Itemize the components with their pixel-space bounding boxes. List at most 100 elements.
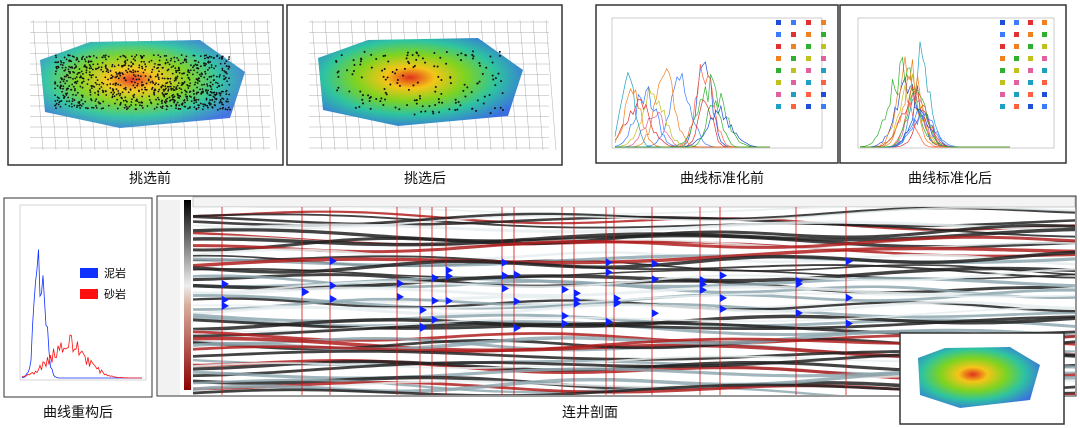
legend-swatch: [1028, 80, 1033, 85]
well-dot: [84, 106, 87, 109]
well-dot: [485, 66, 488, 69]
legend-swatch: [1028, 92, 1033, 97]
well-dot: [63, 75, 66, 78]
well-marker: [606, 258, 613, 267]
well-dot: [501, 108, 504, 111]
well-dot: [74, 77, 77, 80]
well-dot: [142, 54, 145, 57]
well-dot: [56, 96, 59, 99]
well-dot: [178, 71, 181, 74]
well-dot: [54, 54, 57, 57]
well-dot: [99, 102, 102, 105]
well-dot: [190, 100, 193, 103]
well-dot: [218, 85, 221, 88]
well-dot: [212, 74, 215, 77]
well-dot: [359, 60, 362, 63]
well-dot: [155, 82, 157, 84]
well-dot: [433, 52, 436, 55]
well-dot: [126, 100, 128, 103]
well-dot: [173, 79, 176, 82]
well-dot: [166, 105, 169, 108]
well-dot: [88, 71, 91, 74]
well-dot: [107, 71, 110, 74]
well-dot: [188, 95, 191, 98]
well-dot: [197, 91, 200, 94]
well-dot: [100, 107, 103, 110]
well-dot: [416, 81, 419, 84]
well-dot: [115, 71, 117, 74]
legend-swatch: [1014, 68, 1019, 73]
well-dot: [157, 76, 160, 79]
well-dot: [163, 90, 165, 92]
well-dot: [166, 92, 168, 95]
well-dot: [136, 100, 139, 103]
well-dot: [173, 85, 175, 88]
legend-swatch: [1014, 104, 1019, 109]
well-dot: [142, 71, 145, 74]
well-dot: [160, 100, 163, 103]
well-dot: [184, 93, 187, 96]
well-dot: [398, 108, 401, 111]
well-dot: [149, 101, 152, 104]
well-dot: [381, 69, 384, 72]
well-dot: [56, 99, 59, 102]
well-dot: [226, 98, 229, 101]
histogram-before: [595, 4, 839, 164]
well-dot: [92, 63, 95, 66]
well-dot: [206, 85, 209, 87]
well-dot: [184, 58, 186, 61]
well-dot: [221, 69, 224, 72]
well-dot: [375, 98, 378, 101]
well-dot: [176, 77, 178, 80]
well-dot: [460, 52, 463, 55]
well-dot: [134, 55, 136, 58]
well-dot: [193, 64, 195, 67]
well-dot: [74, 63, 76, 66]
well-dot: [353, 63, 356, 66]
well-dot: [73, 67, 76, 70]
well-dot: [335, 60, 338, 63]
well-dot: [76, 104, 79, 107]
well-dot: [130, 61, 133, 64]
well-dot: [119, 84, 122, 87]
well-dot: [413, 113, 416, 116]
well-dot: [470, 91, 473, 94]
well-dot: [150, 71, 153, 73]
well-dot: [88, 73, 91, 76]
well-dot: [135, 78, 138, 81]
well-dot: [391, 70, 394, 73]
well-dot: [86, 83, 89, 86]
well-dot: [100, 66, 103, 69]
well-dot: [83, 58, 86, 61]
well-dot: [384, 78, 387, 81]
legend-swatch: [791, 80, 796, 85]
well-dot: [185, 61, 188, 63]
well-marker: [222, 295, 229, 304]
well-dot: [199, 88, 201, 91]
well-dot: [169, 85, 172, 88]
well-dot: [196, 71, 199, 74]
well-dot: [500, 80, 503, 83]
well-dot: [183, 105, 186, 108]
well-dot: [205, 90, 207, 92]
well-dot: [76, 106, 78, 109]
well-dot: [210, 64, 213, 66]
well-dot: [82, 73, 84, 75]
well-dot: [175, 71, 178, 74]
well-dot: [134, 108, 137, 111]
well-dot: [63, 78, 66, 81]
well-dot: [64, 82, 67, 85]
legend-swatch: [1000, 20, 1005, 25]
legend-swatch: [1000, 92, 1005, 97]
well-dot: [494, 107, 497, 110]
legend-swatch: [1014, 44, 1019, 49]
well-dot: [197, 61, 200, 64]
well-dot: [118, 72, 121, 74]
well-dot: [179, 95, 182, 98]
well-dot: [94, 81, 97, 84]
map-before: [7, 4, 284, 166]
well-dot: [424, 110, 427, 113]
well-dot: [90, 67, 93, 69]
well-dot: [84, 60, 87, 63]
legend-swatch: [1028, 56, 1033, 61]
